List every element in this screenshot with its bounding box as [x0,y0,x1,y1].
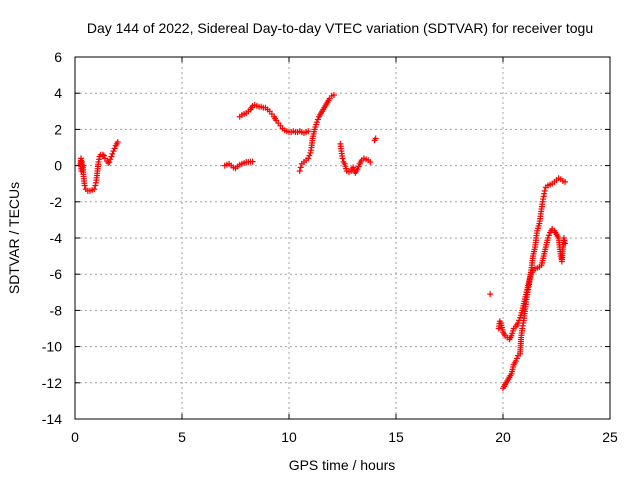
data-point [306,152,313,159]
data-point [544,235,551,241]
data-point [296,168,303,175]
y-tick-label: -8 [50,302,63,318]
data-point [110,148,117,155]
data-marks [77,92,569,392]
data-point [372,135,379,142]
data-point [541,187,548,194]
y-tick-label: -6 [50,266,63,282]
data-point [314,116,321,123]
data-point [114,139,121,146]
data-point [79,158,86,165]
data-point [249,158,256,165]
y-tick-label: -12 [42,375,62,391]
x-tick-label: 5 [178,429,186,445]
data-point [100,152,107,159]
data-point [513,355,520,362]
data-point [105,159,112,166]
data-point [512,358,519,365]
data-point [350,164,357,171]
data-point [355,163,362,170]
data-point [108,153,115,160]
y-axis-label: SDTVAR / TECUs [6,182,22,294]
data-point [305,128,312,135]
data-point [367,158,374,165]
data-point [109,150,116,157]
x-tick-label: 0 [71,429,79,445]
data-point [91,186,98,193]
data-point [339,155,346,162]
data-point [305,155,312,162]
data-point [111,145,118,152]
data-point [106,158,113,165]
x-tick-label: 25 [602,429,618,445]
x-tick-label: 20 [495,429,511,445]
axis-ticks: 0 5 10 15 20 25 -14 -12 -10 -8 -6 -4 -2 0 2 4 6 [42,49,618,445]
x-axis-label: GPS time / hours [289,457,396,473]
y-tick-label: -10 [42,339,62,355]
y-tick-label: -14 [42,411,62,427]
y-tick-label: -4 [50,230,63,246]
data-point [546,232,553,239]
data-point [81,182,88,189]
data-point [354,166,361,173]
data-point [107,156,114,163]
data-point [297,164,304,171]
data-point [313,119,320,126]
chart-title: Day 144 of 2022, Sidereal Day-to-day VTE… [87,20,593,36]
data-point [487,291,494,298]
y-tick-label: 2 [54,121,62,137]
data-point [562,240,569,247]
data-point [99,151,106,158]
gridlines [75,57,610,419]
y-tick-label: 4 [54,85,62,101]
data-point [330,92,337,99]
x-tick-label: 15 [388,429,404,445]
y-tick-label: -2 [50,194,63,210]
data-point [562,178,569,185]
y-tick-label: 6 [54,49,62,65]
x-tick-label: 10 [281,429,297,445]
y-tick-label: 0 [54,158,62,174]
data-point [514,320,521,327]
